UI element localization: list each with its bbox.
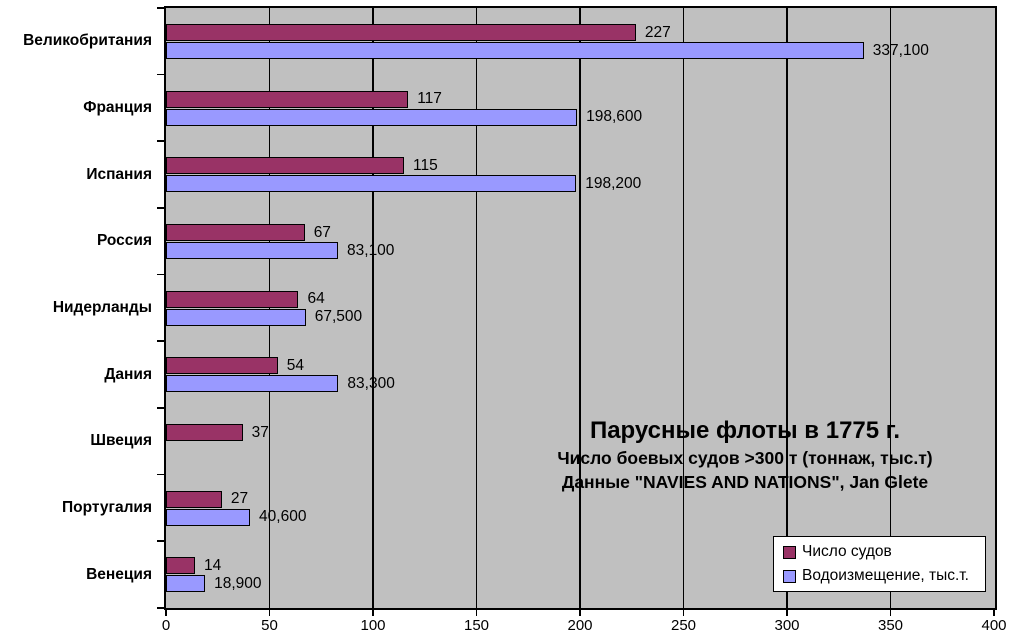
bar-ships [166,424,243,441]
chart-subtitle-source: Данные "NAVIES AND NATIONS", Jan Glete [561,471,929,492]
category-label: Дания [104,365,152,383]
category-label: Нидерланды [52,298,152,316]
ships-value-label: 14 [203,556,222,574]
ships-value-label: 64 [307,290,325,308]
x-axis-tick [993,610,995,616]
y-axis-tick [157,340,165,342]
y-axis-tick [157,207,165,209]
chart-title-block: Парусные флоты в 1775 г. Число боевых су… [495,416,995,494]
chart-subtitle-tonnage: Число боевых судов >300 т (тоннаж, тыс.т… [557,448,933,468]
gridline [889,8,892,608]
x-axis-tick-label: 200 [567,617,593,634]
x-axis-tick [372,610,374,616]
x-axis-tick-label: 250 [670,617,697,634]
bar-displacement [166,42,864,59]
ships-value-label: 37 [251,423,269,441]
category-label: Швеция [90,432,152,450]
y-axis-tick [157,7,165,9]
y-axis-tick [157,473,165,476]
x-axis-tick-label: 300 [774,617,800,634]
x-axis-tick-label: 100 [360,617,386,634]
bar-displacement [166,242,339,259]
x-axis-tick-label: 400 [981,617,1007,634]
y-axis-tick [157,407,165,409]
displacement-value-label: 18,900 [214,574,262,592]
x-axis-tick [682,610,685,616]
gridline [786,8,788,608]
category-label: Россия [96,232,152,250]
bar-ships [166,357,278,375]
x-axis-tick-label: 350 [877,617,904,634]
bar-displacement [166,175,577,193]
bar-displacement [166,575,206,593]
ships-value-label: 227 [644,23,671,41]
x-axis-tick-label: 0 [161,617,171,634]
ships-value-label: 54 [286,356,305,374]
gridline [268,8,271,608]
x-axis-tick [889,610,892,616]
bar-ships [166,90,409,108]
ships-series-swatch-icon [783,545,796,559]
bar-displacement [166,508,251,526]
bar-displacement [166,108,578,126]
displacement-value-label: 40,600 [259,508,307,526]
category-label: Франция [83,98,152,116]
x-axis-tick [165,610,167,616]
category-label: Португалия [62,498,152,516]
bar-ships [166,290,299,308]
y-axis-tick [157,540,165,542]
x-axis-tick [786,610,788,616]
x-axis-tick-label: 50 [261,617,278,634]
y-axis-tick [157,73,165,76]
category-label: Испания [86,165,152,183]
displacement-value-label: 67,500 [314,308,363,326]
gridline [682,8,685,608]
y-axis-tick [157,140,165,142]
bar-ships [166,490,222,508]
category-label: Великобритания [23,32,152,50]
plot-area: 227 337,100 117 198,600 115 198,200 67 83,100 64… [164,6,997,610]
x-axis-tick [475,610,478,616]
legend-label-displacement: Водоизмещение, тыс.т. [802,567,969,584]
displacement-value-label: 83,100 [347,241,395,259]
displacement-value-label: 337,100 [872,41,929,59]
gridline [579,8,581,608]
displacement-value-label: 198,200 [585,174,642,192]
ships-value-label: 117 [417,90,442,108]
displacement-value-label: 198,600 [586,108,643,126]
chart-title: Парусные флоты в 1775 г. [589,417,901,444]
bar-ships [166,24,636,41]
gridline [372,8,374,608]
y-axis-tick [157,607,165,609]
legend: Число судов Водоизмещение, тыс.т. [773,536,986,592]
legend-item-displacement: Водоизмещение, тыс.т. [783,567,985,585]
y-axis-tick [157,273,165,276]
ships-value-label: 67 [313,223,331,241]
ships-value-label: 27 [230,490,249,508]
bar-displacement [166,375,339,393]
x-axis-tick [579,610,581,616]
ships-value-label: 115 [413,156,438,174]
displacement-value-label: 83,300 [347,374,395,392]
legend-label-ships: Число судов [802,543,892,560]
category-label: Венеция [86,565,152,583]
x-axis-tick-label: 150 [463,617,490,634]
bar-ships [166,157,405,175]
x-axis-tick [268,610,271,616]
legend-item-ships: Число судов [783,543,985,561]
displacement-series-swatch-icon [783,569,796,583]
bar-ships [166,224,305,241]
bar-ships [166,557,195,575]
bar-displacement [166,308,306,326]
gridline [475,8,478,608]
